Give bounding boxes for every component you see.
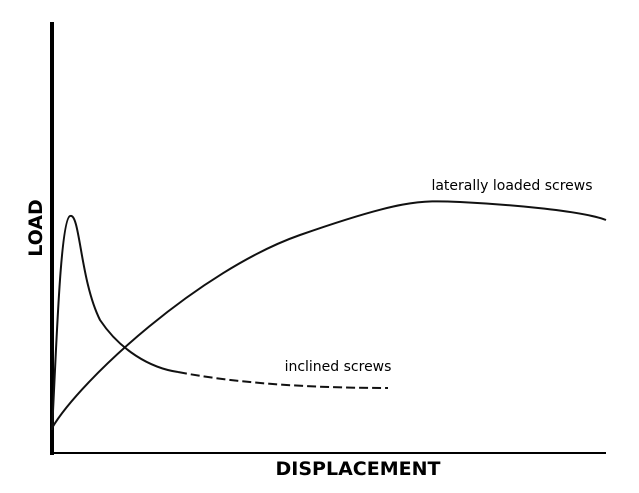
lateral-curve — [51, 200, 607, 429]
curve-label: laterally loaded screws — [431, 178, 592, 194]
inclined-curve-extension — [177, 371, 389, 389]
inclined-curve — [51, 215, 179, 431]
y-axis-label: LOAD — [25, 199, 47, 257]
curve-label: inclined screws — [285, 359, 392, 375]
x-axis-label: DISPLACEMENT — [276, 458, 441, 480]
